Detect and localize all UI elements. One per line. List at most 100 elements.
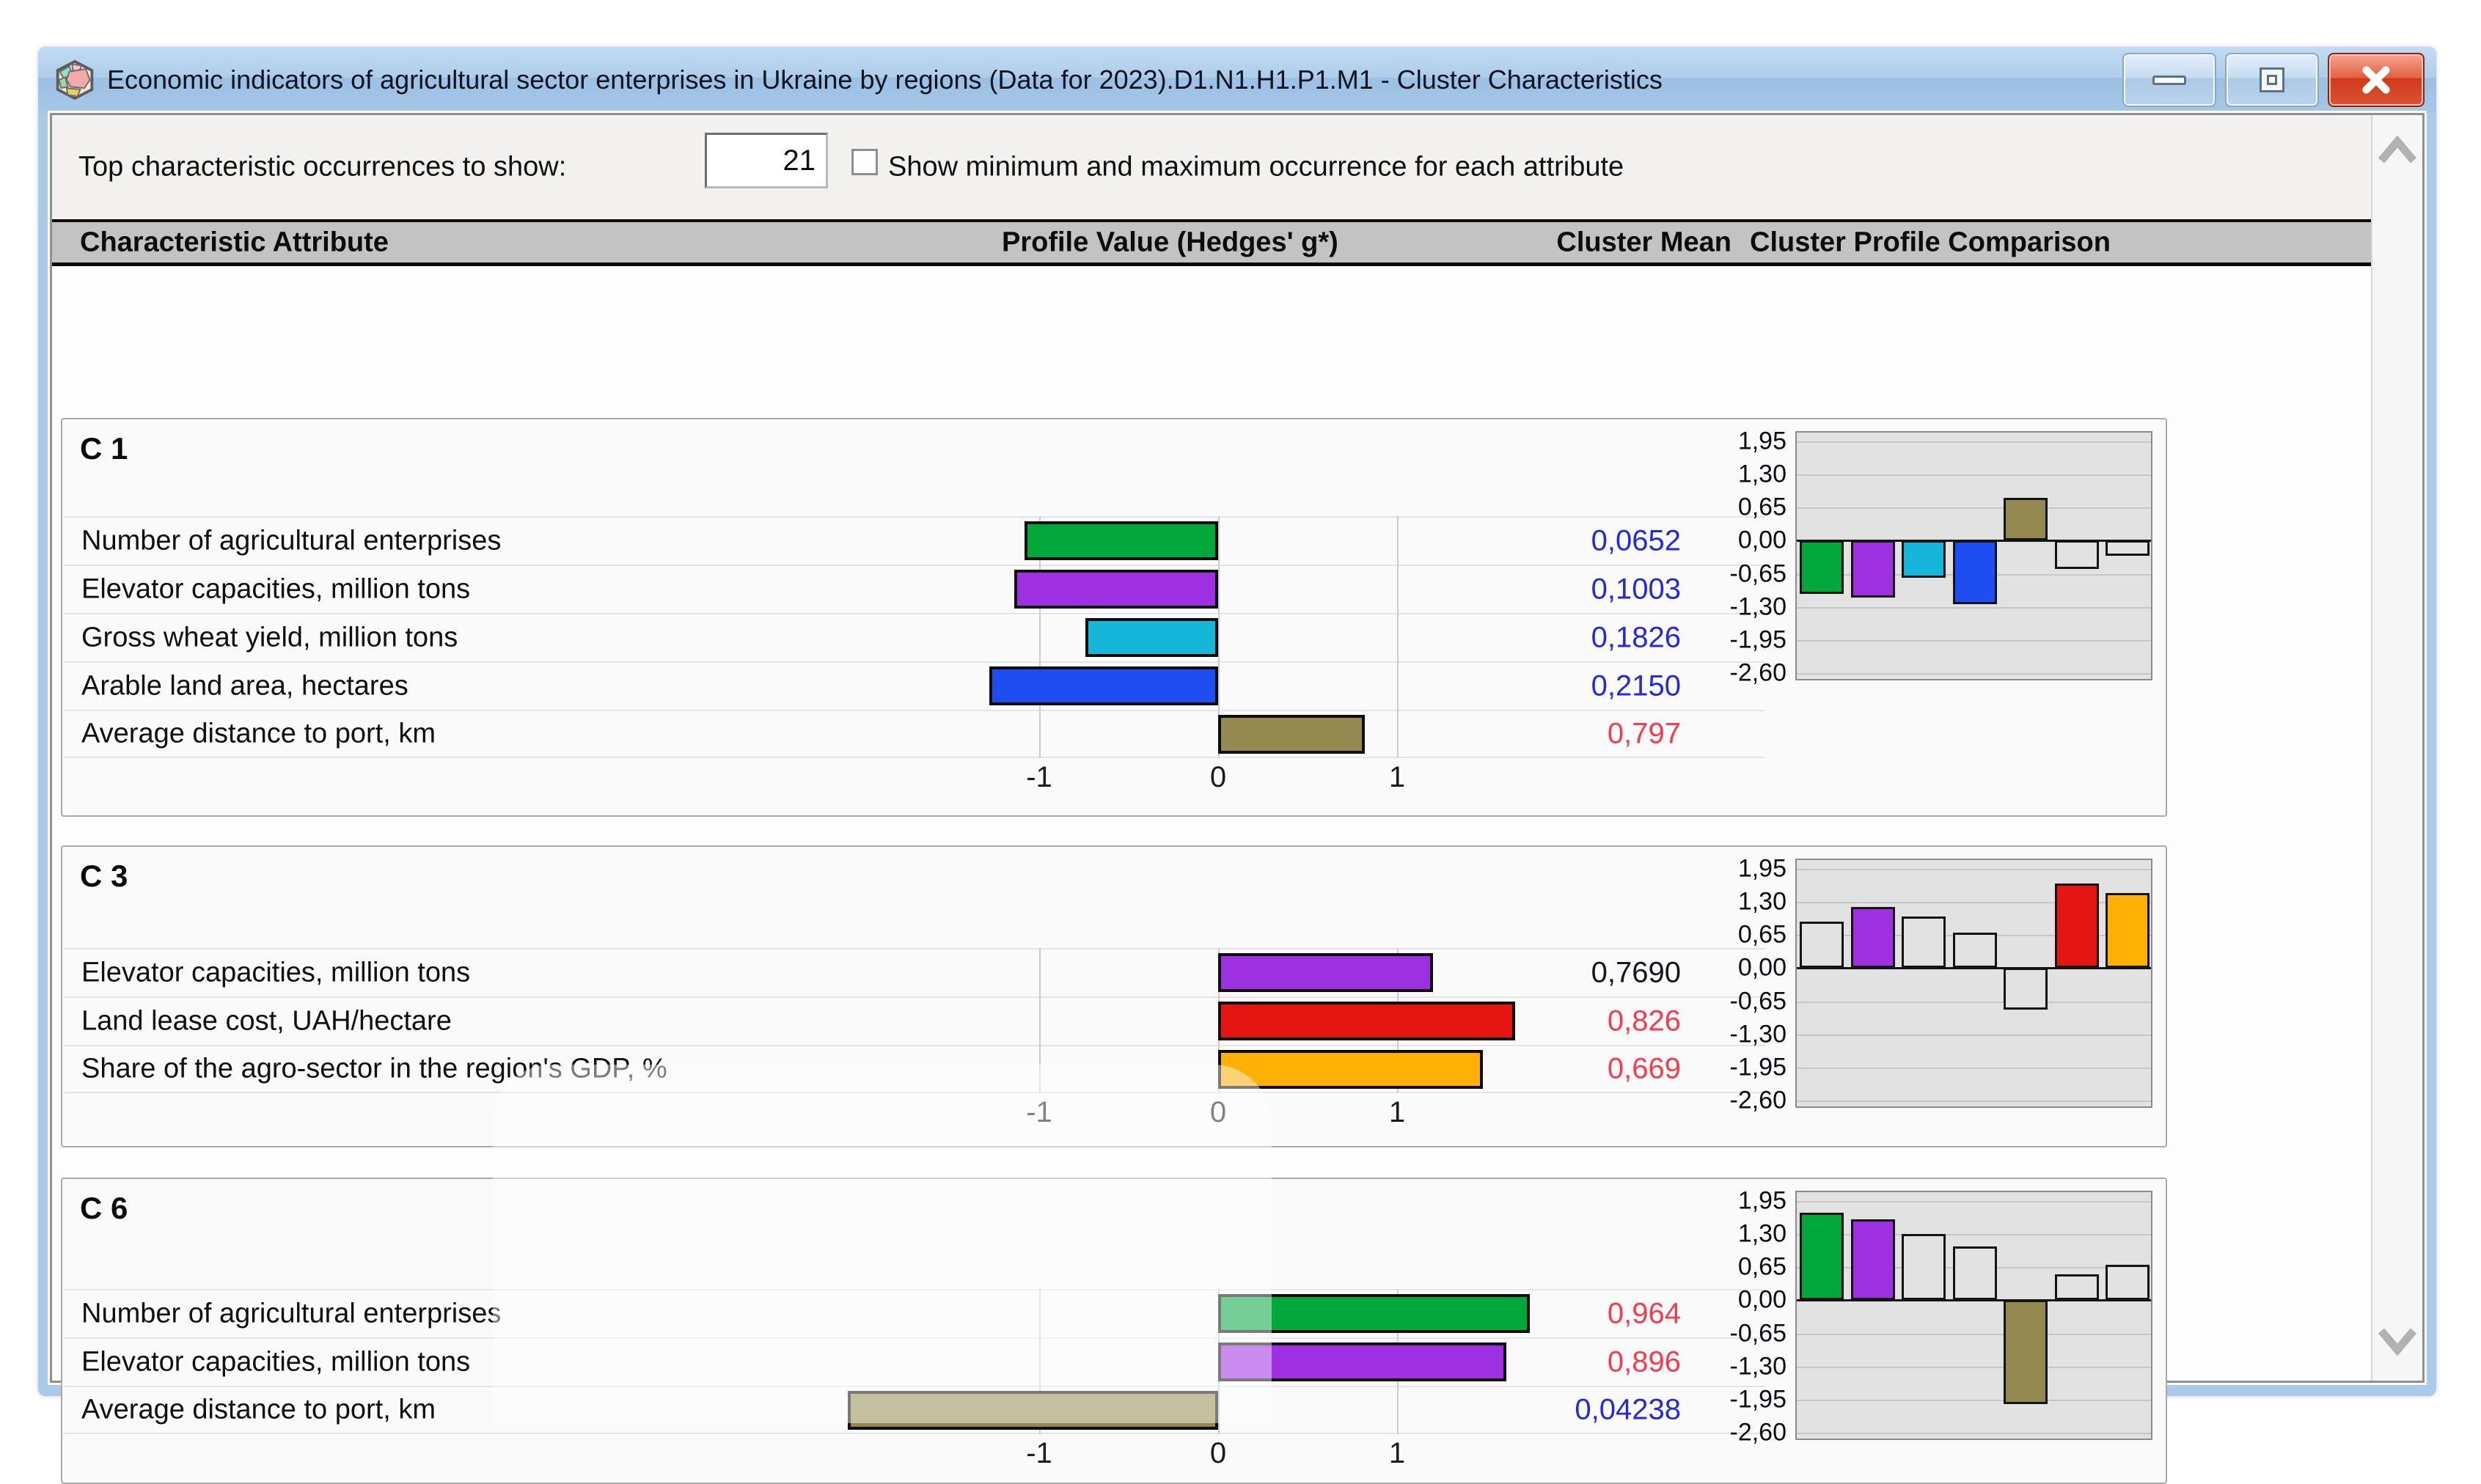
comparison-bar — [1800, 540, 1844, 595]
attribute-label: Number of agricultural enterprises — [81, 1298, 502, 1329]
comparison-axis-label: -0,65 — [1729, 1319, 1787, 1348]
comparison-bar — [2004, 1300, 2048, 1404]
cluster-rows: Elevator capacities, million tons 0,7690 L… — [64, 948, 1765, 1093]
comparison-axis-label: -2,60 — [1729, 1418, 1787, 1447]
comparison-gridline — [1797, 1432, 2151, 1434]
cluster-app-icon — [56, 59, 94, 100]
comparison-axis-label: -1,95 — [1729, 1053, 1787, 1081]
comparison-bar — [2004, 498, 2048, 541]
comparison-axis-label: -2,60 — [1729, 1086, 1787, 1114]
attribute-label: Number of agricultural enterprises — [81, 525, 502, 556]
comparison-axis-label: 0,65 — [1737, 493, 1786, 521]
cluster-mean-value: 0,2150 — [1591, 669, 1681, 702]
comparison-bar — [2106, 540, 2150, 556]
restore-button[interactable] — [2225, 53, 2319, 107]
profile-comparison-chart: 1,95 1,30 0,65 0,00 -0,65 -1,30 -1,95 -2,60 — [1730, 855, 2152, 1114]
scroll-down-icon[interactable] — [2377, 1326, 2418, 1356]
cluster-panels: C 1 Number of agricultural enterprises 0,0… — [52, 266, 2371, 1484]
minimize-button[interactable] — [2122, 53, 2216, 107]
comparison-bar — [1902, 916, 1946, 969]
attribute-label: Average distance to port, km — [81, 1394, 436, 1425]
comparison-gridline — [1797, 507, 2151, 510]
content-area: Top characteristic occurrences to show: … — [50, 113, 2425, 1484]
cluster-mean-value: 0,826 — [1607, 1004, 1681, 1037]
cluster-mean-value: 0,0652 — [1591, 524, 1681, 557]
attribute-label: Arable land area, hectares — [81, 670, 408, 702]
zero-line — [1797, 1299, 2151, 1302]
cluster-mean-value: 0,7690 — [1591, 956, 1681, 989]
axis-tick-label: 0 — [1209, 1096, 1227, 1128]
profile-comparison-chart: 1,95 1,30 0,65 0,00 -0,65 -1,30 -1,95 -2,60 — [1730, 427, 2152, 686]
zero-line — [1797, 967, 2151, 970]
comparison-gridline — [1797, 1366, 2151, 1368]
attribute-label: Elevator capacities, million tons — [81, 573, 471, 605]
minimize-icon — [2152, 75, 2186, 85]
cluster-title: C 1 — [80, 431, 128, 466]
comparison-gridline — [1797, 1067, 2151, 1069]
axis-tick-label: 1 — [1388, 1437, 1406, 1469]
axis-tick-label: -1 — [1026, 761, 1052, 793]
comparison-bar — [1952, 932, 1997, 969]
comparison-axis-label: 0,65 — [1737, 1252, 1786, 1281]
comparison-bar — [2054, 1274, 2099, 1301]
comparison-gridline — [1797, 1001, 2151, 1003]
show-minmax-checkbox[interactable] — [851, 149, 878, 175]
scroll-up-icon[interactable] — [2377, 136, 2418, 165]
comparison-bar — [1952, 540, 1997, 605]
comparison-gridline — [1797, 869, 2151, 871]
comparison-gridline — [1797, 1399, 2151, 1401]
cluster-rows: Number of agricultural enterprises 0,964 E… — [64, 1289, 1765, 1434]
comparison-bar — [2054, 540, 2099, 569]
cluster-title: C 3 — [80, 859, 128, 893]
top-occurrences-input[interactable] — [705, 133, 828, 188]
cluster-mean-value: 0,1003 — [1591, 573, 1681, 606]
attribute-label: Elevator capacities, million tons — [81, 957, 471, 988]
comparison-axis-label: -0,65 — [1729, 987, 1787, 1015]
comparison-bar — [1850, 540, 1895, 598]
comparison-axis-label: -1,95 — [1729, 625, 1787, 654]
comparison-gridline — [1797, 1100, 2151, 1102]
cluster-mean-value: 0,04238 — [1575, 1393, 1681, 1426]
axis-tick-label: 0 — [1209, 1437, 1227, 1469]
show-minmax-label: Show minimum and maximum occurrence for … — [888, 151, 1624, 183]
cluster-panel-c3: C 3 Elevator capacities, million tons 0,76… — [61, 845, 2167, 1147]
attribute-label: Average distance to port, km — [81, 718, 436, 749]
comparison-axis-label: 0,65 — [1737, 920, 1786, 949]
comparison-bar — [2054, 884, 2099, 969]
top-occurrences-label: Top characteristic occurrences to show: — [78, 151, 567, 183]
comparison-gridline — [1797, 672, 2151, 675]
cluster-mean-value: 0,669 — [1607, 1052, 1681, 1085]
cluster-mean-value: 0,896 — [1607, 1345, 1681, 1378]
axis-tick-label: 0 — [1209, 761, 1227, 793]
axis-tick-label: 1 — [1388, 761, 1406, 793]
attribute-row: Gross wheat yield, million tons 0,1826 — [64, 613, 1765, 661]
comparison-bar — [1800, 922, 1844, 969]
comparison-axis-label: 1,95 — [1737, 1186, 1786, 1215]
close-icon — [2362, 66, 2390, 94]
comparison-bar — [1800, 1213, 1844, 1301]
comparison-axis-label: 1,95 — [1737, 427, 1786, 455]
app-window: Economic indicators of agricultural sect… — [38, 47, 2436, 1484]
comparison-bar — [1952, 1246, 1997, 1301]
close-button[interactable] — [2328, 53, 2425, 107]
attribute-row: Number of agricultural enterprises 0,0652 — [64, 516, 1765, 565]
comparison-axis-label: 0,00 — [1737, 953, 1786, 982]
attribute-label: Gross wheat yield, million tons — [81, 622, 458, 653]
comparison-gridline — [1797, 902, 2151, 904]
title-bar[interactable]: Economic indicators of agricultural sect… — [38, 47, 2436, 113]
comparison-axis-label: -2,60 — [1729, 658, 1787, 687]
header-cluster-mean: Cluster Mean — [1556, 227, 1731, 257]
comparison-bar — [2106, 892, 2150, 969]
comparison-bar — [2004, 968, 2048, 1010]
attribute-row: Average distance to port, km 0,04238 — [64, 1386, 1765, 1434]
comparison-axis-label: -0,65 — [1729, 559, 1787, 588]
comparison-gridline — [1797, 1201, 2151, 1203]
comparison-bar — [1850, 907, 1895, 969]
attribute-label: Land lease cost, UAH/hectare — [81, 1005, 452, 1037]
comparison-axis-label: -1,95 — [1729, 1385, 1787, 1414]
attribute-label: Share of the agro-sector in the region's… — [81, 1053, 667, 1084]
cluster-panel-c6: C 6 Number of agricultural enterprises 0,9… — [61, 1178, 2167, 1484]
header-cluster-profile-comparison: Cluster Profile Comparison — [1750, 227, 2111, 257]
comparison-bar — [1902, 540, 1946, 578]
scrollbar[interactable] — [2371, 115, 2422, 1381]
